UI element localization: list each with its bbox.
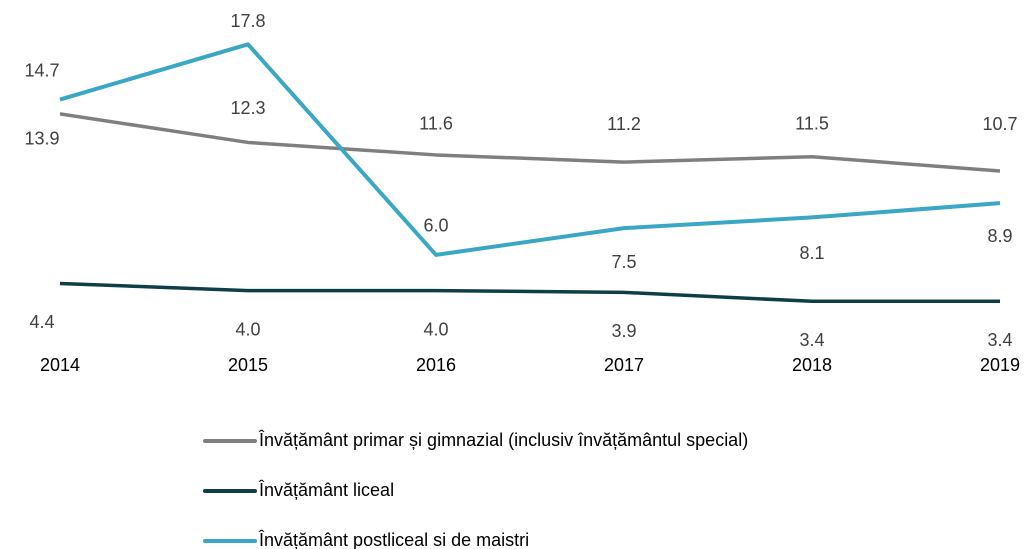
data-label: 7.5 [611,252,636,272]
series-line [59,112,1001,173]
data-label: 11.5 [795,113,829,133]
data-label: 12.3 [230,98,265,118]
data-label: 4.0 [235,319,260,339]
x-tick-label: 2014 [40,355,80,375]
data-label: 11.6 [419,114,453,134]
data-label: 3.4 [799,330,824,350]
x-tick-label: 2019 [980,355,1020,375]
data-label: 14.7 [24,60,59,80]
data-label: 8.1 [799,243,824,263]
data-label: 4.4 [29,312,54,332]
x-tick-label: 2018 [792,355,832,375]
legend-label: Învățământ postliceal si de maistri [258,530,529,549]
data-label: 3.9 [611,321,636,341]
data-label: 3.4 [987,330,1012,350]
legend-label: Învățământ liceal [258,480,394,500]
data-label: 17.8 [230,11,265,31]
series-line [59,281,1000,304]
data-label: 13.9 [24,129,59,149]
x-tick-label: 2016 [416,355,456,375]
legend-label: Învățământ primar și gimnazial (inclusiv… [258,430,748,450]
data-label: 6.0 [423,216,448,236]
data-label: 8.9 [987,226,1012,246]
series-line [59,42,1001,257]
x-tick-label: 2015 [228,355,268,375]
x-tick-label: 2017 [604,355,644,375]
data-label: 10.7 [982,114,1017,134]
data-label: 4.0 [423,319,448,339]
data-label: 11.2 [607,114,641,134]
